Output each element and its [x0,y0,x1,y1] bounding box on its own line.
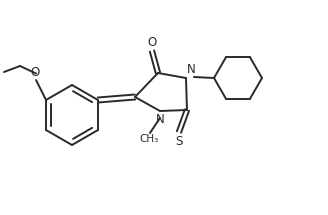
Text: N: N [155,113,164,126]
Text: O: O [31,66,40,79]
Text: O: O [147,36,156,49]
Text: CH₃: CH₃ [139,134,159,144]
Text: S: S [175,135,183,148]
Text: N: N [187,63,196,76]
